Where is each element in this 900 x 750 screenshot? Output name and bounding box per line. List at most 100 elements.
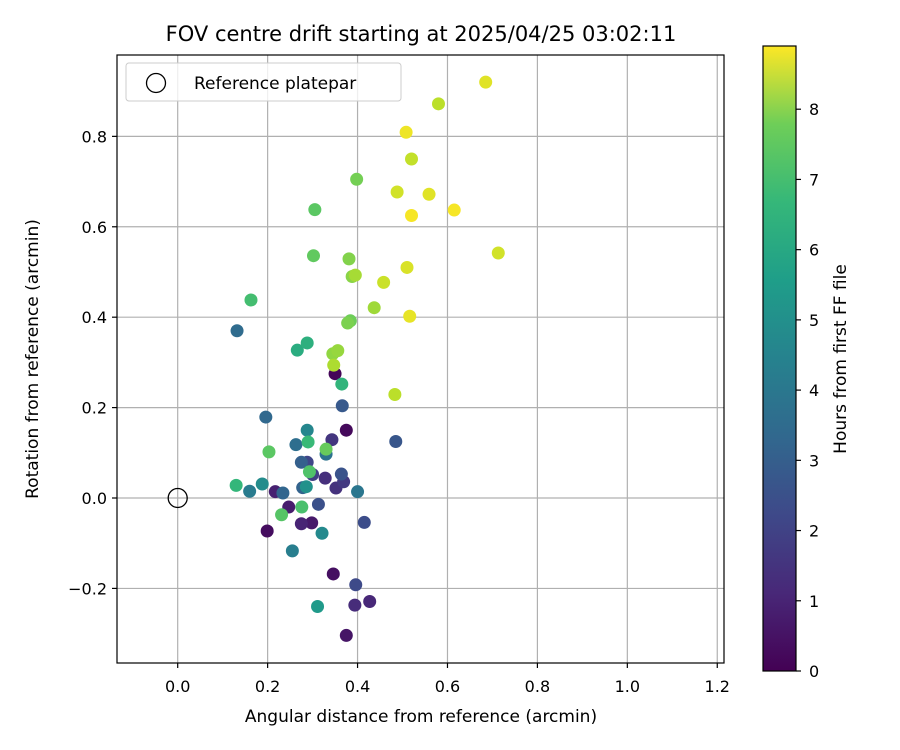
colorbar-tick-label: 3 bbox=[809, 451, 819, 470]
scatter-point bbox=[334, 467, 348, 481]
scatter-point bbox=[363, 595, 377, 609]
scatter-point bbox=[306, 249, 320, 263]
scatter-point bbox=[305, 516, 319, 530]
scatter-point bbox=[388, 387, 402, 401]
legend: Reference platepar bbox=[125, 62, 402, 102]
scatter-point bbox=[348, 268, 362, 282]
scatter-point bbox=[243, 484, 257, 498]
reference-marker bbox=[167, 487, 188, 509]
scatter-point bbox=[403, 309, 417, 323]
grid-lines bbox=[117, 55, 724, 663]
scatter-point bbox=[348, 598, 362, 612]
scatter-point bbox=[285, 544, 299, 558]
scatter-point bbox=[311, 599, 325, 613]
scatter-point bbox=[350, 172, 364, 186]
colorbar: 0 1 2 3 4 5 6 7 8 Hours from first FF file bbox=[762, 45, 851, 681]
scatter-point bbox=[339, 423, 353, 437]
x-tick-label: 0.0 bbox=[165, 677, 190, 696]
y-tick-label: 0.8 bbox=[82, 127, 107, 146]
y-tick-label: 0.2 bbox=[82, 399, 107, 418]
x-tick-label: 0.2 bbox=[255, 677, 280, 696]
colorbar-tick-label: 8 bbox=[809, 100, 819, 119]
x-tick-label: 0.8 bbox=[525, 677, 550, 696]
scatter-point bbox=[479, 75, 493, 89]
scatter-point bbox=[229, 478, 243, 492]
scatter-point bbox=[367, 301, 381, 315]
scatter-point bbox=[390, 185, 404, 199]
scatter-point bbox=[262, 445, 276, 459]
scatter-point bbox=[389, 434, 403, 448]
scatter-point bbox=[300, 336, 314, 350]
scatter-point bbox=[335, 377, 349, 391]
scatter-point bbox=[302, 465, 316, 479]
y-tick-label: 0.4 bbox=[82, 308, 107, 327]
scatter-point bbox=[331, 344, 345, 358]
chart-title: FOV centre drift starting at 2025/04/25 … bbox=[166, 22, 677, 46]
scatter-point bbox=[422, 187, 436, 201]
y-axis-ticks: −0.2 0.0 0.2 0.4 0.6 0.8 bbox=[68, 127, 117, 598]
scatter-points bbox=[167, 75, 505, 642]
x-tick-label: 0.6 bbox=[435, 677, 460, 696]
scatter-point bbox=[335, 399, 349, 413]
colorbar-tick-label: 2 bbox=[809, 522, 819, 541]
scatter-point bbox=[299, 480, 313, 494]
colorbar-tick-label: 0 bbox=[809, 662, 819, 681]
scatter-point bbox=[294, 517, 308, 531]
scatter-point bbox=[325, 433, 339, 447]
x-axis-ticks: 0.0 0.2 0.4 0.6 0.8 1.0 1.2 bbox=[165, 663, 730, 696]
colorbar-tick-label: 5 bbox=[809, 311, 819, 330]
scatter-point bbox=[295, 500, 309, 514]
scatter-point bbox=[491, 246, 505, 260]
scatter-point bbox=[259, 410, 273, 424]
scatter-point bbox=[311, 497, 325, 511]
scatter-point bbox=[326, 567, 340, 581]
scatter-point bbox=[400, 260, 414, 274]
colorbar-tick-label: 6 bbox=[809, 241, 819, 260]
scatter-point bbox=[405, 152, 419, 166]
y-tick-label: 0.0 bbox=[82, 489, 107, 508]
scatter-point bbox=[349, 578, 363, 592]
scatter-point bbox=[405, 208, 419, 222]
y-tick-label: −0.2 bbox=[68, 579, 107, 598]
colorbar-tick-label: 1 bbox=[809, 592, 819, 611]
scatter-point bbox=[290, 343, 304, 357]
x-tick-label: 1.0 bbox=[615, 677, 640, 696]
colorbar-tick-label: 7 bbox=[809, 170, 819, 189]
scatter-point bbox=[275, 508, 289, 522]
scatter-point bbox=[289, 438, 303, 452]
plot-frame bbox=[116, 54, 725, 664]
scatter-point bbox=[294, 455, 308, 469]
y-axis-title: Rotation from reference (arcmin) bbox=[23, 219, 43, 499]
scatter-point bbox=[300, 423, 314, 437]
scatter-point bbox=[319, 442, 333, 456]
scatter-point bbox=[301, 435, 315, 449]
x-axis-title: Angular distance from reference (arcmin) bbox=[245, 707, 597, 727]
colorbar-label: Hours from first FF file bbox=[831, 264, 851, 454]
scatter-point bbox=[255, 477, 269, 491]
scatter-point bbox=[315, 526, 329, 540]
scatter-point bbox=[447, 203, 461, 217]
scatter-point bbox=[327, 358, 341, 372]
scatter-point bbox=[431, 97, 445, 111]
scatter-point bbox=[399, 125, 413, 139]
legend-label-reference: Reference platepar bbox=[194, 74, 356, 94]
colorbar-ticks: 0 1 2 3 4 5 6 7 8 bbox=[796, 100, 819, 681]
scatter-point bbox=[244, 293, 258, 307]
scatter-point bbox=[351, 485, 365, 499]
colorbar-frame bbox=[762, 45, 797, 672]
scatter-point bbox=[377, 275, 391, 289]
legend-marker-reference bbox=[145, 72, 167, 94]
colorbar-gradient bbox=[763, 46, 796, 671]
scatter-point bbox=[357, 515, 371, 529]
scatter-point bbox=[339, 628, 353, 642]
legend-box bbox=[125, 62, 402, 102]
scatter-point bbox=[308, 203, 322, 217]
scatter-point bbox=[276, 486, 290, 500]
scatter-point bbox=[341, 316, 355, 330]
scatter-point bbox=[318, 471, 332, 485]
x-tick-label: 0.4 bbox=[345, 677, 370, 696]
x-tick-label: 1.2 bbox=[705, 677, 730, 696]
scatter-point bbox=[230, 324, 244, 338]
scatter-point bbox=[260, 524, 274, 538]
